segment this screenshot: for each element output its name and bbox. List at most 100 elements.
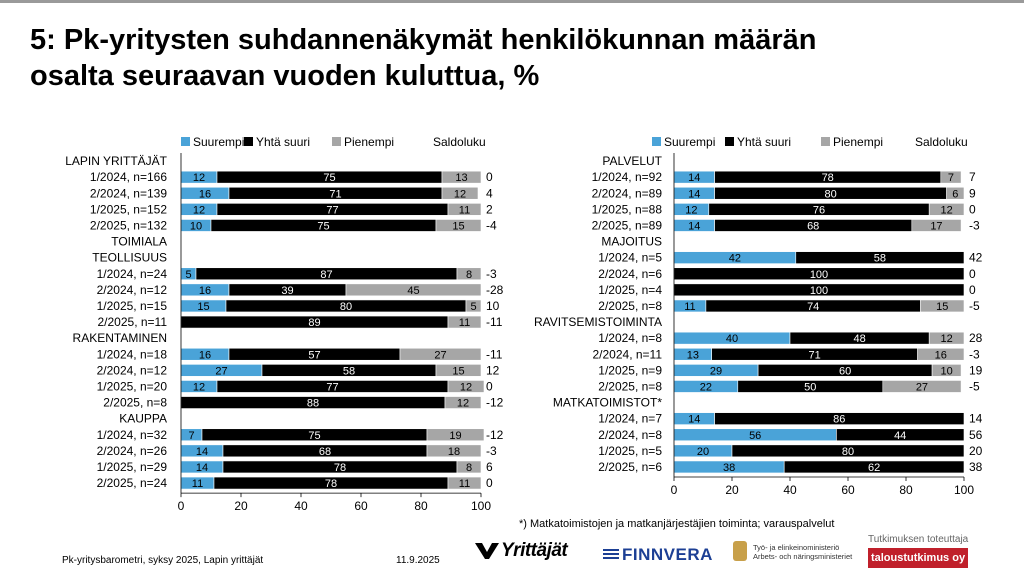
bar-segment [456,267,482,281]
taloustutkimus-logo: taloustutkimus oy [868,548,968,568]
bar-segment [911,219,962,232]
saldo-value: 14 [969,412,983,426]
bar-segment [946,186,965,200]
data-label: 10 [940,365,952,377]
data-label: 15 [452,365,464,377]
row-label: 1/2024, n=24 [97,267,168,281]
row-label: 2/2025, n=132 [90,218,167,232]
data-label: 38 [723,462,735,474]
bar-segment [836,428,965,442]
data-label: 6 [952,188,958,200]
legend-label: Yhtä suuri [737,135,791,149]
group-header: PALVELUT [602,154,662,168]
saldo-value: -3 [486,444,497,458]
tem-logo: Työ- ja elinkeinoministeriö Arbets- och … [733,541,852,561]
row-label: 1/2025, n=88 [592,202,663,216]
data-label: 78 [334,462,346,474]
data-label: 11 [459,204,470,216]
bar-segment [435,364,482,377]
data-label: 62 [868,462,880,474]
data-label: 39 [281,285,293,297]
saldo-value: 4 [486,186,493,200]
x-tick-label: 40 [294,499,308,513]
row-label: 2/2025, n=8 [598,299,662,313]
saldo-value: -11 [486,347,503,361]
row-label: 2/2025, n=8 [103,396,167,410]
saldo-value: 19 [969,363,983,377]
data-label: 58 [343,365,355,377]
data-label: 11 [459,317,470,329]
data-label: 12 [940,333,952,345]
data-label: 86 [833,414,845,426]
legend-label: Pienempi [833,135,883,149]
saldo-value: 0 [969,202,976,216]
row-label: 1/2024, n=8 [598,331,662,345]
x-tick-label: 40 [783,483,797,497]
bar-segment [435,219,482,232]
data-label: 58 [874,253,886,265]
bar-segment [441,186,479,200]
data-label: 75 [308,430,320,442]
bar-segment [447,315,482,329]
legend-swatch [821,137,830,146]
saldo-value: 7 [969,170,976,184]
bar-segment [426,428,485,442]
data-label: 44 [894,430,906,442]
saldo-value: -11 [486,315,503,329]
data-label: 27 [434,349,446,361]
row-label: 2/2024, n=11 [592,347,662,361]
data-label: 48 [853,333,865,345]
bar-segment [731,444,965,458]
data-label: 8 [466,462,472,474]
saldo-value: 0 [969,267,976,281]
data-label: 78 [822,172,834,184]
bar-segment [399,347,482,361]
legend-swatch [652,137,661,146]
data-label: 80 [842,446,854,458]
data-label: 77 [326,204,338,216]
row-label: 2/2025, n=24 [97,476,168,490]
saldo-value: 9 [969,186,976,200]
data-label: 100 [810,269,828,281]
data-label: 14 [196,446,208,458]
data-label: 56 [749,430,761,442]
legend-label: Yhtä suuri [256,135,310,149]
saldo-value: -4 [486,218,497,232]
saldo-value: -3 [969,218,980,232]
page-title: 5: Pk-yritysten suhdannenäkymät henkilök… [30,22,930,94]
finnvera-logo-text: FINNVERA [622,545,713,564]
data-label: 74 [807,301,819,313]
saldo-value: -5 [969,299,980,313]
data-label: 12 [457,398,469,410]
data-label: 71 [329,188,341,200]
saldo-value: 10 [486,299,500,313]
row-label: 1/2024, n=7 [598,412,662,426]
data-label: 71 [809,349,821,361]
title-line-2: osalta seuraavan vuoden kuluttua, % [30,60,540,92]
group-header: TOIMIALA [111,235,167,249]
data-label: 14 [688,172,700,184]
row-label: 1/2024, n=18 [97,347,168,361]
data-label: 50 [804,381,816,393]
x-tick-label: 60 [841,483,855,497]
data-label: 76 [813,204,825,216]
data-label: 13 [687,349,699,361]
row-label: 1/2024, n=5 [598,251,662,265]
bar-segment [920,299,965,313]
row-label: 1/2025, n=20 [97,379,168,393]
legend-swatch [332,137,341,146]
bar-segment [426,444,482,458]
finnvera-mark-icon [603,549,619,561]
data-label: 12 [940,204,952,216]
row-label: 1/2025, n=152 [90,202,167,216]
data-label: 77 [326,381,338,393]
data-label: 5 [185,269,191,281]
data-label: 14 [688,414,700,426]
legend-swatch [244,137,253,146]
saldo-value: 42 [969,251,983,265]
bar-segment [928,331,965,345]
saldo-value: 6 [486,460,493,474]
data-label: 15 [197,301,209,313]
